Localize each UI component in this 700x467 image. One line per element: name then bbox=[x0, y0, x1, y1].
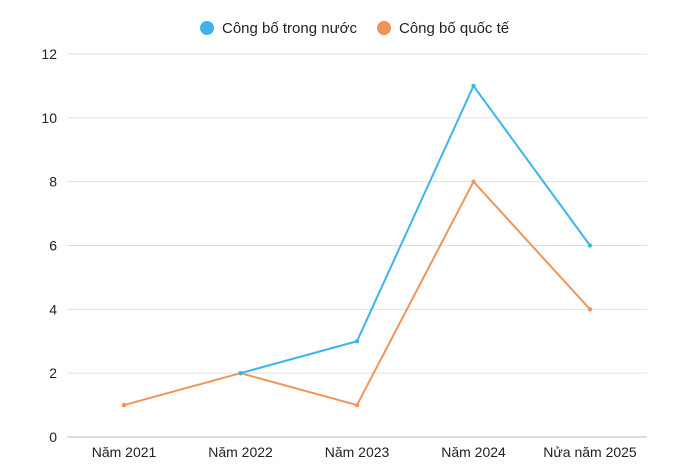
data-point bbox=[471, 179, 476, 184]
series-line-1 bbox=[123, 180, 591, 407]
data-point bbox=[587, 307, 593, 312]
legend-label: Công bố trong nước bbox=[222, 20, 357, 37]
data-point bbox=[354, 402, 360, 408]
data-point bbox=[354, 339, 360, 344]
x-tick-label: Năm 2021 bbox=[92, 444, 157, 460]
legend-marker bbox=[377, 21, 391, 35]
y-tick-label: 4 bbox=[49, 301, 57, 317]
gridlines bbox=[67, 53, 647, 438]
legend-marker bbox=[200, 21, 214, 35]
data-point bbox=[587, 243, 593, 248]
y-tick-label: 6 bbox=[49, 238, 57, 254]
y-axis-ticks: 0 2 4 6 8 10 12 bbox=[41, 46, 57, 445]
y-tick-label: 12 bbox=[41, 46, 57, 62]
y-tick-label: 8 bbox=[49, 174, 57, 190]
x-tick-label: Nửa năm 2025 bbox=[543, 444, 637, 460]
legend-label: Công bố quốc tế bbox=[399, 20, 510, 37]
y-tick-label: 2 bbox=[49, 365, 57, 381]
series-layer bbox=[121, 83, 593, 408]
x-tick-label: Năm 2022 bbox=[208, 444, 273, 460]
data-point bbox=[121, 402, 127, 408]
y-tick-label: 0 bbox=[49, 429, 57, 445]
data-point bbox=[471, 83, 476, 89]
x-tick-label: Năm 2023 bbox=[325, 444, 390, 460]
legend: Công bố trong nước Công bố quốc tế bbox=[200, 20, 510, 37]
y-tick-label: 10 bbox=[41, 110, 57, 126]
x-axis-ticks: Năm 2021 Năm 2022 Năm 2023 Năm 2024 Nửa năm … bbox=[92, 444, 637, 460]
data-point bbox=[238, 370, 243, 376]
x-tick-label: Năm 2024 bbox=[441, 444, 506, 460]
series-line-0 bbox=[239, 84, 591, 375]
